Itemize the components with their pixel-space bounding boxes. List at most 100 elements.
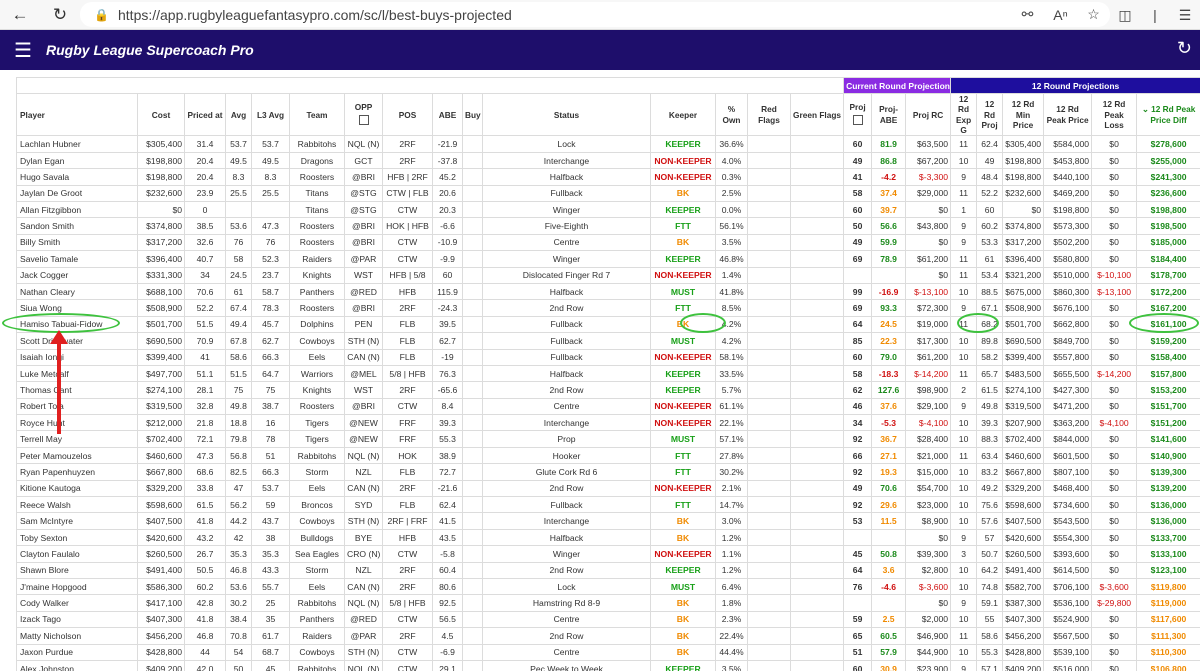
col-buy[interactable]: Buy bbox=[462, 92, 483, 137]
cell-player[interactable]: Peter Mamouzelos bbox=[16, 446, 138, 465]
table-row[interactable]: Hamiso Tabuai-Fidow $501,700 51.5 49.4 45.7 D… bbox=[16, 315, 1200, 334]
table-row[interactable]: Dylan Egan $198,800 20.4 49.5 49.5 Dragons GCT… bbox=[16, 151, 1200, 170]
col-team[interactable]: Team bbox=[289, 92, 345, 137]
col-green-flags[interactable]: Green Flags bbox=[789, 92, 845, 137]
col-priced-at[interactable]: Priced at bbox=[184, 92, 226, 137]
back-arrow-icon[interactable]: ← bbox=[11, 4, 29, 24]
cell-player[interactable]: Izack Tago bbox=[16, 610, 138, 629]
favorite-star-icon[interactable]: ☆ bbox=[1087, 6, 1100, 22]
table-row[interactable]: Izack Tago $407,300 41.8 38.4 35 Panthers @RED… bbox=[16, 610, 1200, 629]
zoom-icon[interactable]: ⚯ bbox=[1021, 6, 1034, 22]
extensions-icon[interactable]: ◫ bbox=[1118, 6, 1132, 23]
lock-icon[interactable]: 🔒 bbox=[94, 7, 109, 22]
col-12rd-peak-price-diff[interactable]: ⌄ 12 Rd Peak Price Diff bbox=[1136, 92, 1200, 137]
cell-player[interactable]: Robert Toia bbox=[16, 397, 138, 416]
cell-player[interactable]: Thomas Cant bbox=[16, 381, 138, 399]
cell-player[interactable]: Scott Drinkwater bbox=[16, 332, 138, 350]
cell-player[interactable]: Clayton Faulalo bbox=[16, 545, 138, 563]
table-row[interactable]: Hugo Savala $198,800 20.4 8.3 8.3 Roosters @BR… bbox=[16, 168, 1200, 186]
table-row[interactable]: Isaiah Iongi $399,400 41 58.6 66.3 Eels CAN (N… bbox=[16, 348, 1200, 366]
col-proj[interactable]: Proj bbox=[843, 92, 873, 137]
table-row[interactable]: Allan Fitzgibbon $0 0 Titans @STG CTW 20.3 Wing… bbox=[16, 200, 1200, 219]
cell-player[interactable]: Cody Walker bbox=[16, 594, 138, 612]
cell-player[interactable]: Royce Hunt bbox=[16, 414, 138, 432]
col-12rd-proj[interactable]: 12 Rd Proj bbox=[976, 92, 1004, 137]
table-row[interactable]: Jaxon Purdue $428,800 44 54 68.7 Cowboys STH (… bbox=[16, 643, 1200, 661]
cell-player[interactable]: Luke Metcalf bbox=[16, 364, 138, 383]
cell-player[interactable]: Lachlan Hubner bbox=[16, 135, 138, 153]
table-row[interactable]: Kitione Kautoga $329,200 33.8 47 53.7 Eels CAN… bbox=[16, 479, 1200, 498]
read-aloud-icon[interactable]: Aⁿ bbox=[1053, 6, 1068, 23]
col-pos[interactable]: POS bbox=[382, 92, 433, 137]
cell-player[interactable]: Jaxon Purdue bbox=[16, 643, 138, 661]
table-row[interactable]: J'maine Hopgood $586,300 60.2 53.6 55.7 Eels C… bbox=[16, 577, 1200, 596]
cell-player[interactable]: Alex Johnston bbox=[16, 659, 138, 671]
cell-player[interactable]: Sam McIntyre bbox=[16, 512, 138, 530]
favorites-list-icon[interactable]: ☰ bbox=[1178, 6, 1192, 23]
table-row[interactable]: Terrell May $702,400 72.1 79.8 78 Tigers @NEW F… bbox=[16, 430, 1200, 448]
table-row[interactable]: Robert Toia $319,500 32.8 49.8 38.7 Roosters @… bbox=[16, 397, 1200, 416]
col-status[interactable]: Status bbox=[482, 92, 651, 137]
cell-player[interactable]: Jack Cogger bbox=[16, 266, 138, 284]
cell-player[interactable]: Billy Smith bbox=[16, 233, 138, 252]
table-row[interactable]: Scott Drinkwater $690,500 70.9 67.8 62.7 Cowb… bbox=[16, 332, 1200, 350]
table-row[interactable]: Jack Cogger $331,300 34 24.5 23.7 Knights WST H… bbox=[16, 266, 1200, 284]
col-cost[interactable]: Cost bbox=[137, 92, 185, 137]
table-row[interactable]: Alex Johnston $409,200 42.0 50 45 Rabbitohs NQ… bbox=[16, 659, 1200, 671]
cell-player[interactable]: Ryan Papenhuyzen bbox=[16, 463, 138, 481]
table-row[interactable]: Reece Walsh $598,600 61.5 56.2 59 Broncos SYD F… bbox=[16, 496, 1200, 514]
cell-player[interactable]: Reece Walsh bbox=[16, 496, 138, 514]
table-row[interactable]: Thomas Cant $274,100 28.1 75 75 Knights WST 2RF… bbox=[16, 381, 1200, 399]
col-12rd-peak-loss[interactable]: 12 Rd Peak Loss bbox=[1091, 92, 1138, 137]
best-buys-table-container[interactable]: Current Round Projections 12 Round Proje… bbox=[16, 77, 1200, 671]
table-row[interactable]: Jaylan De Groot $232,600 23.9 25.5 25.5 Titan… bbox=[16, 184, 1200, 203]
cell-player[interactable]: Dylan Egan bbox=[16, 151, 138, 170]
col-l3-avg[interactable]: L3 Avg bbox=[251, 92, 290, 137]
col-opp[interactable]: OPP bbox=[344, 92, 383, 137]
col-avg[interactable]: Avg bbox=[225, 92, 252, 137]
cell-player[interactable]: Hugo Savala bbox=[16, 168, 138, 186]
cell-player[interactable]: Kitione Kautoga bbox=[16, 479, 138, 498]
table-row[interactable]: Toby Sexton $420,600 43.2 42 38 Bulldogs BYE HF… bbox=[16, 528, 1200, 547]
col-12rd-min-price[interactable]: 12 Rd Min Price bbox=[1002, 92, 1045, 137]
cell-player[interactable]: Siua Wong bbox=[16, 299, 138, 317]
col-player[interactable]: Player bbox=[16, 92, 138, 137]
cell-player[interactable]: Savelio Tamale bbox=[16, 250, 138, 268]
table-row[interactable]: Siua Wong $508,900 52.2 67.4 78.3 Roosters @BR… bbox=[16, 299, 1200, 317]
cell-player[interactable]: Allan Fitzgibbon bbox=[16, 200, 138, 219]
cell-player[interactable]: Toby Sexton bbox=[16, 528, 138, 547]
table-row[interactable]: Shawn Blore $491,400 50.5 46.8 43.3 Storm NZL 2… bbox=[16, 561, 1200, 579]
col-12rd-peak-price[interactable]: 12 Rd Peak Price bbox=[1043, 92, 1093, 137]
table-row[interactable]: Peter Mamouzelos $460,600 47.3 56.8 51 Rabbit… bbox=[16, 446, 1200, 465]
cell-player[interactable]: Nathan Cleary bbox=[16, 282, 138, 301]
col-keeper[interactable]: Keeper bbox=[650, 92, 716, 137]
table-row[interactable]: Sandon Smith $374,800 38.5 53.6 47.3 Roosters… bbox=[16, 217, 1200, 235]
col-proj-abe[interactable]: Proj-ABE bbox=[871, 92, 907, 137]
cell-player[interactable]: Isaiah Iongi bbox=[16, 348, 138, 366]
table-row[interactable]: Ryan Papenhuyzen $667,800 68.6 82.5 66.3 Stor… bbox=[16, 463, 1200, 481]
url-text[interactable]: https://app.rugbyleaguefantasypro.com/sc… bbox=[118, 6, 512, 23]
table-row[interactable]: Lachlan Hubner $305,400 31.4 53.7 53.7 Rabbit… bbox=[16, 135, 1200, 153]
col-red-flags[interactable]: Red Flags bbox=[747, 92, 791, 137]
table-row[interactable]: Luke Metcalf $497,700 51.1 51.5 64.7 Warriors… bbox=[16, 364, 1200, 383]
table-row[interactable]: Royce Hunt $212,000 21.8 18.8 16 Tigers @NEW FR… bbox=[16, 414, 1200, 432]
table-row[interactable]: Billy Smith $317,200 32.6 76 76 Roosters @BRI C… bbox=[16, 233, 1200, 252]
address-bar[interactable]: 🔒 https://app.rugbyleaguefantasypro.com/… bbox=[80, 2, 1110, 27]
col-own[interactable]: % Own bbox=[715, 92, 748, 137]
col-12rd-exp-g[interactable]: 12 Rd Exp G bbox=[950, 92, 978, 137]
hamburger-menu-icon[interactable]: ☰ bbox=[14, 39, 32, 62]
col-abe[interactable]: ABE bbox=[432, 92, 463, 137]
cell-player[interactable]: Sandon Smith bbox=[16, 217, 138, 235]
opp-checkbox[interactable] bbox=[358, 115, 369, 126]
chevron-down-icon[interactable]: ⌄ bbox=[1141, 104, 1149, 115]
table-row[interactable]: Savelio Tamale $396,400 40.7 58 52.3 Raiders @… bbox=[16, 250, 1200, 268]
proj-checkbox[interactable] bbox=[852, 115, 863, 126]
cell-player[interactable]: J'maine Hopgood bbox=[16, 577, 138, 596]
col-proj-rc[interactable]: Proj RC bbox=[905, 92, 952, 137]
table-row[interactable]: Matty Nicholson $456,200 46.8 70.8 61.7 Raide… bbox=[16, 627, 1200, 645]
table-row[interactable]: Sam McIntyre $407,500 41.8 44.2 43.7 Cowboys S… bbox=[16, 512, 1200, 530]
cell-player[interactable]: Shawn Blore bbox=[16, 561, 138, 579]
sync-refresh-icon[interactable]: ↻ bbox=[1176, 38, 1192, 58]
refresh-icon[interactable]: ↻ bbox=[52, 4, 68, 24]
cell-player[interactable]: Terrell May bbox=[16, 430, 138, 448]
